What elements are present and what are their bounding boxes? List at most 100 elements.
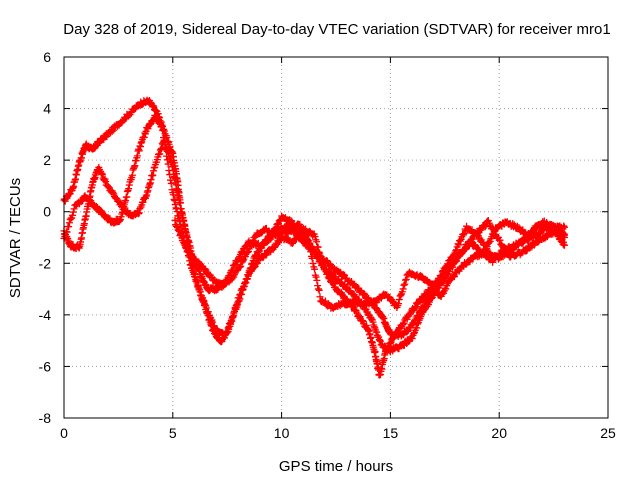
- data-point: [469, 233, 477, 241]
- grid-lines: [64, 57, 608, 418]
- data-point: [392, 329, 400, 337]
- data-point: [483, 242, 491, 250]
- data-point: [355, 284, 363, 292]
- series-track-a: [60, 96, 568, 340]
- data-point: [313, 238, 321, 246]
- data-point: [312, 273, 320, 281]
- data-point: [428, 294, 436, 302]
- data-point: [238, 286, 246, 294]
- data-point: [248, 260, 256, 268]
- data-point: [360, 289, 368, 297]
- data-point: [110, 126, 118, 134]
- tick-labels: 0 5 10 15 20 25 -8 -6 -4 -2 0 2 4 6: [39, 49, 616, 441]
- data-point: [400, 320, 408, 328]
- data-point: [455, 241, 463, 249]
- y-tick-label: 6: [43, 49, 51, 65]
- data-point: [356, 313, 364, 321]
- data-point: [314, 282, 322, 290]
- data-point: [236, 295, 244, 303]
- data-point: [251, 252, 259, 260]
- data-point: [236, 263, 244, 271]
- data-point: [530, 241, 538, 249]
- data-point: [560, 241, 568, 249]
- data-point: [234, 301, 242, 309]
- data-point: [228, 275, 236, 283]
- y-tick-label: -2: [39, 255, 52, 271]
- data-point: [394, 300, 402, 308]
- data-point: [69, 208, 77, 216]
- data-point: [246, 265, 254, 273]
- data-point: [160, 138, 168, 146]
- data-point: [288, 239, 296, 247]
- data-point: [490, 229, 498, 237]
- data-point: [63, 228, 71, 236]
- chart-title: Day 328 of 2019, Sidereal Day-to-day VTE…: [63, 21, 610, 38]
- y-axis-label: SDTVAR / TECUs: [7, 178, 24, 298]
- data-point: [329, 264, 337, 272]
- data-point: [402, 275, 410, 283]
- data-point: [304, 244, 312, 252]
- data-point: [411, 304, 419, 312]
- data-point: [449, 263, 457, 271]
- data-point: [215, 278, 223, 286]
- data-point: [159, 134, 167, 142]
- data-point: [66, 216, 74, 224]
- data-point: [414, 320, 422, 328]
- data-point: [415, 316, 423, 324]
- data-point: [403, 315, 411, 323]
- data-point: [164, 160, 172, 168]
- data-point: [401, 280, 409, 288]
- data-point: [560, 231, 568, 239]
- x-tick-label: 0: [60, 425, 68, 441]
- data-point: [163, 156, 171, 164]
- data-point: [70, 205, 78, 213]
- data-point: [460, 230, 468, 238]
- data-point: [313, 276, 321, 284]
- data-point: [408, 335, 416, 343]
- data-point: [235, 254, 243, 262]
- y-tick-label: -8: [39, 410, 52, 426]
- data-point: [481, 248, 489, 256]
- data-point: [459, 231, 467, 239]
- data-point: [201, 265, 209, 273]
- data-point: [247, 264, 255, 272]
- data-point: [159, 126, 167, 134]
- data-point: [489, 258, 497, 266]
- x-tick-label: 15: [383, 425, 399, 441]
- y-tick-label: 2: [43, 152, 51, 168]
- data-point: [298, 225, 306, 233]
- data-point: [239, 285, 247, 293]
- data-point: [241, 280, 249, 288]
- data-point: [470, 240, 478, 248]
- data-point: [429, 280, 437, 288]
- x-tick-label: 10: [274, 425, 290, 441]
- series-track-d: [171, 216, 568, 312]
- data-point: [166, 176, 174, 184]
- data-point: [315, 248, 323, 256]
- data-point: [163, 152, 171, 160]
- data-point: [459, 230, 467, 238]
- data-point: [65, 223, 73, 231]
- data-point: [560, 223, 568, 231]
- data-point: [108, 127, 116, 135]
- data-point: [307, 248, 315, 256]
- axis-ticks: [63, 56, 609, 419]
- data-point: [239, 257, 247, 265]
- data-point: [362, 321, 370, 329]
- data-point: [450, 272, 458, 280]
- data-point: [315, 257, 323, 265]
- y-tick-label: -4: [39, 307, 52, 323]
- data-point: [104, 183, 112, 191]
- data-point: [260, 241, 268, 249]
- data-point: [410, 330, 418, 338]
- data-point: [485, 219, 493, 227]
- data-point: [433, 286, 441, 294]
- data-point: [311, 265, 319, 273]
- data-point: [244, 248, 252, 256]
- data-point: [482, 247, 490, 255]
- data-point: [399, 321, 407, 329]
- data-point: [230, 262, 238, 270]
- data-point: [496, 236, 504, 244]
- data-point: [176, 199, 184, 207]
- data-point: [162, 145, 170, 153]
